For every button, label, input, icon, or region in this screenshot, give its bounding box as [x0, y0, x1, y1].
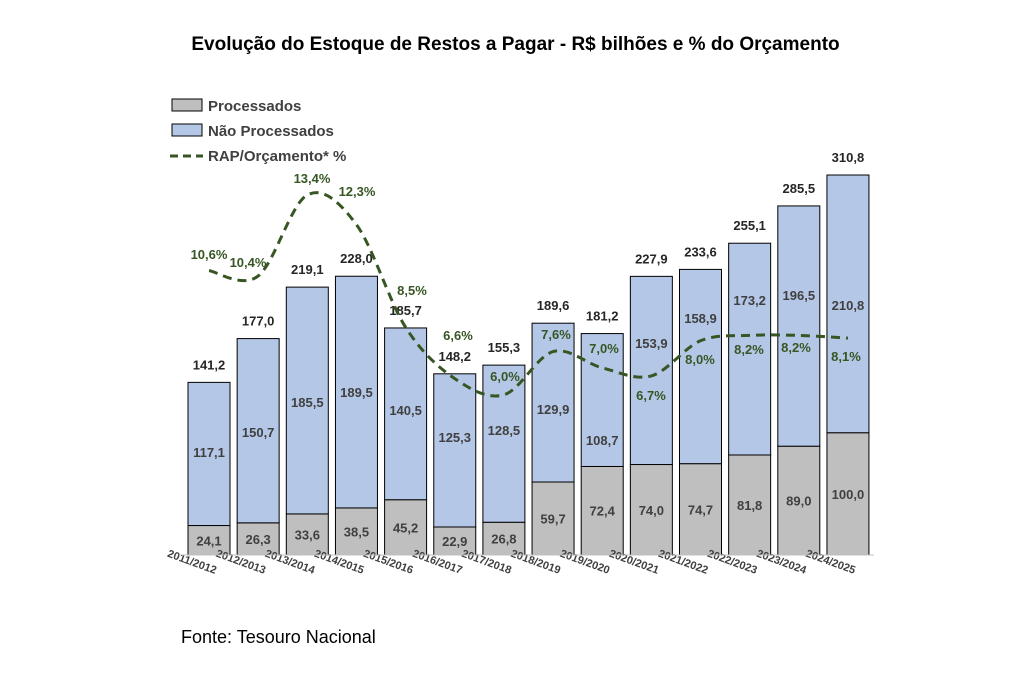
bar-nao-processados	[777, 205, 821, 447]
data-label-rap-pct: 7,0%	[589, 341, 619, 356]
data-label-total: 255,1	[733, 218, 766, 233]
data-label-total: 155,3	[488, 340, 521, 355]
data-label-total: 189,6	[537, 298, 570, 313]
data-label-processados: 33,6	[295, 527, 320, 542]
data-label-total: 148,2	[438, 349, 471, 364]
data-label-processados: 22,9	[442, 534, 467, 549]
data-label-processados: 38,5	[344, 524, 369, 539]
bar-nao-processados	[334, 275, 378, 509]
data-label-rap-pct: 7,6%	[541, 327, 571, 342]
data-label-total: 177,0	[242, 314, 275, 329]
bar-processados	[482, 521, 526, 556]
source-note: Fonte: Tesouro Nacional	[181, 627, 376, 647]
data-label-nao-processados: 185,5	[291, 395, 324, 410]
data-label-nao-processados: 108,7	[586, 433, 619, 448]
data-label-nao-processados: 128,5	[488, 423, 521, 438]
data-label-rap-pct: 10,6%	[191, 247, 228, 262]
bar-nao-processados	[531, 322, 575, 483]
data-label-nao-processados: 196,5	[783, 288, 816, 303]
data-label-total: 219,1	[291, 262, 324, 277]
legend-swatch-nao-processados	[171, 123, 203, 137]
bar-nao-processados	[187, 381, 231, 527]
data-label-total: 227,9	[635, 251, 668, 266]
legend-swatch-processados	[171, 98, 203, 112]
chart-title: Evolução do Estoque de Restos a Pagar - …	[191, 34, 840, 55]
data-label-nao-processados: 129,9	[537, 402, 570, 417]
data-label-rap-pct: 6,7%	[636, 388, 666, 403]
data-label-nao-processados: 150,7	[242, 425, 275, 440]
data-label-rap-pct: 8,2%	[734, 342, 764, 357]
data-label-rap-pct: 6,6%	[443, 328, 473, 343]
data-label-rap-pct: 10,4%	[230, 255, 267, 270]
data-label-rap-pct: 6,0%	[490, 369, 520, 384]
data-label-processados: 81,8	[737, 498, 762, 513]
bar-nao-processados	[826, 174, 870, 434]
bar-nao-processados	[433, 373, 477, 528]
bar-nao-processados	[629, 275, 673, 466]
data-label-processados: 26,3	[245, 532, 270, 547]
data-label-total: 181,2	[586, 309, 619, 324]
bar-processados	[629, 464, 673, 556]
bar-nao-processados	[679, 268, 722, 465]
data-label-total: 185,7	[389, 303, 422, 318]
data-label-processados: 74,0	[639, 503, 664, 518]
data-label-processados: 24,1	[196, 533, 221, 548]
data-label-rap-pct: 8,0%	[685, 352, 715, 367]
data-label-rap-pct: 8,2%	[781, 340, 811, 355]
bar-nao-processados	[482, 364, 526, 523]
bar-nao-processados	[580, 333, 624, 467]
data-label-nao-processados: 153,9	[635, 336, 668, 351]
bar-processados	[531, 481, 575, 556]
data-label-processados: 26,8	[491, 532, 516, 547]
data-label-total: 285,5	[783, 181, 816, 196]
data-label-total: 228,0	[340, 251, 373, 266]
data-label-nao-processados: 173,2	[733, 293, 766, 308]
bar-nao-processados	[236, 338, 280, 524]
legend-label-processados: Processados	[208, 98, 301, 115]
bar-nao-processados	[728, 242, 772, 456]
bar-nao-processados	[384, 327, 428, 501]
line-rap-orcamento	[208, 191, 849, 398]
data-label-nao-processados: 158,9	[684, 311, 717, 326]
data-label-nao-processados: 210,8	[832, 298, 865, 313]
data-label-nao-processados: 117,1	[193, 445, 225, 460]
data-label-processados: 100,0	[832, 487, 865, 502]
data-label-processados: 74,7	[688, 502, 713, 517]
data-label-processados: 59,7	[540, 512, 565, 527]
data-label-nao-processados: 125,3	[438, 430, 471, 445]
data-label-total: 141,2	[193, 357, 226, 372]
data-label-rap-pct: 8,5%	[397, 283, 427, 298]
data-label-rap-pct: 12,3%	[339, 184, 376, 199]
bar-nao-processados	[285, 286, 329, 515]
legend-label-nao-processados: Não Processados	[208, 123, 334, 140]
data-label-rap-pct: 13,4%	[294, 171, 331, 186]
data-label-nao-processados: 189,5	[340, 385, 373, 400]
data-label-nao-processados: 140,5	[389, 403, 422, 418]
data-label-processados: 72,4	[590, 504, 616, 519]
data-label-rap-pct: 8,1%	[831, 349, 861, 364]
data-label-total: 310,8	[832, 150, 865, 165]
legend-label-rap: RAP/Orçamento* %	[208, 148, 346, 165]
bar-processados	[777, 445, 821, 556]
data-label-total: 233,6	[684, 244, 717, 259]
data-label-processados: 89,0	[786, 494, 811, 509]
data-label-processados: 45,2	[393, 520, 418, 535]
